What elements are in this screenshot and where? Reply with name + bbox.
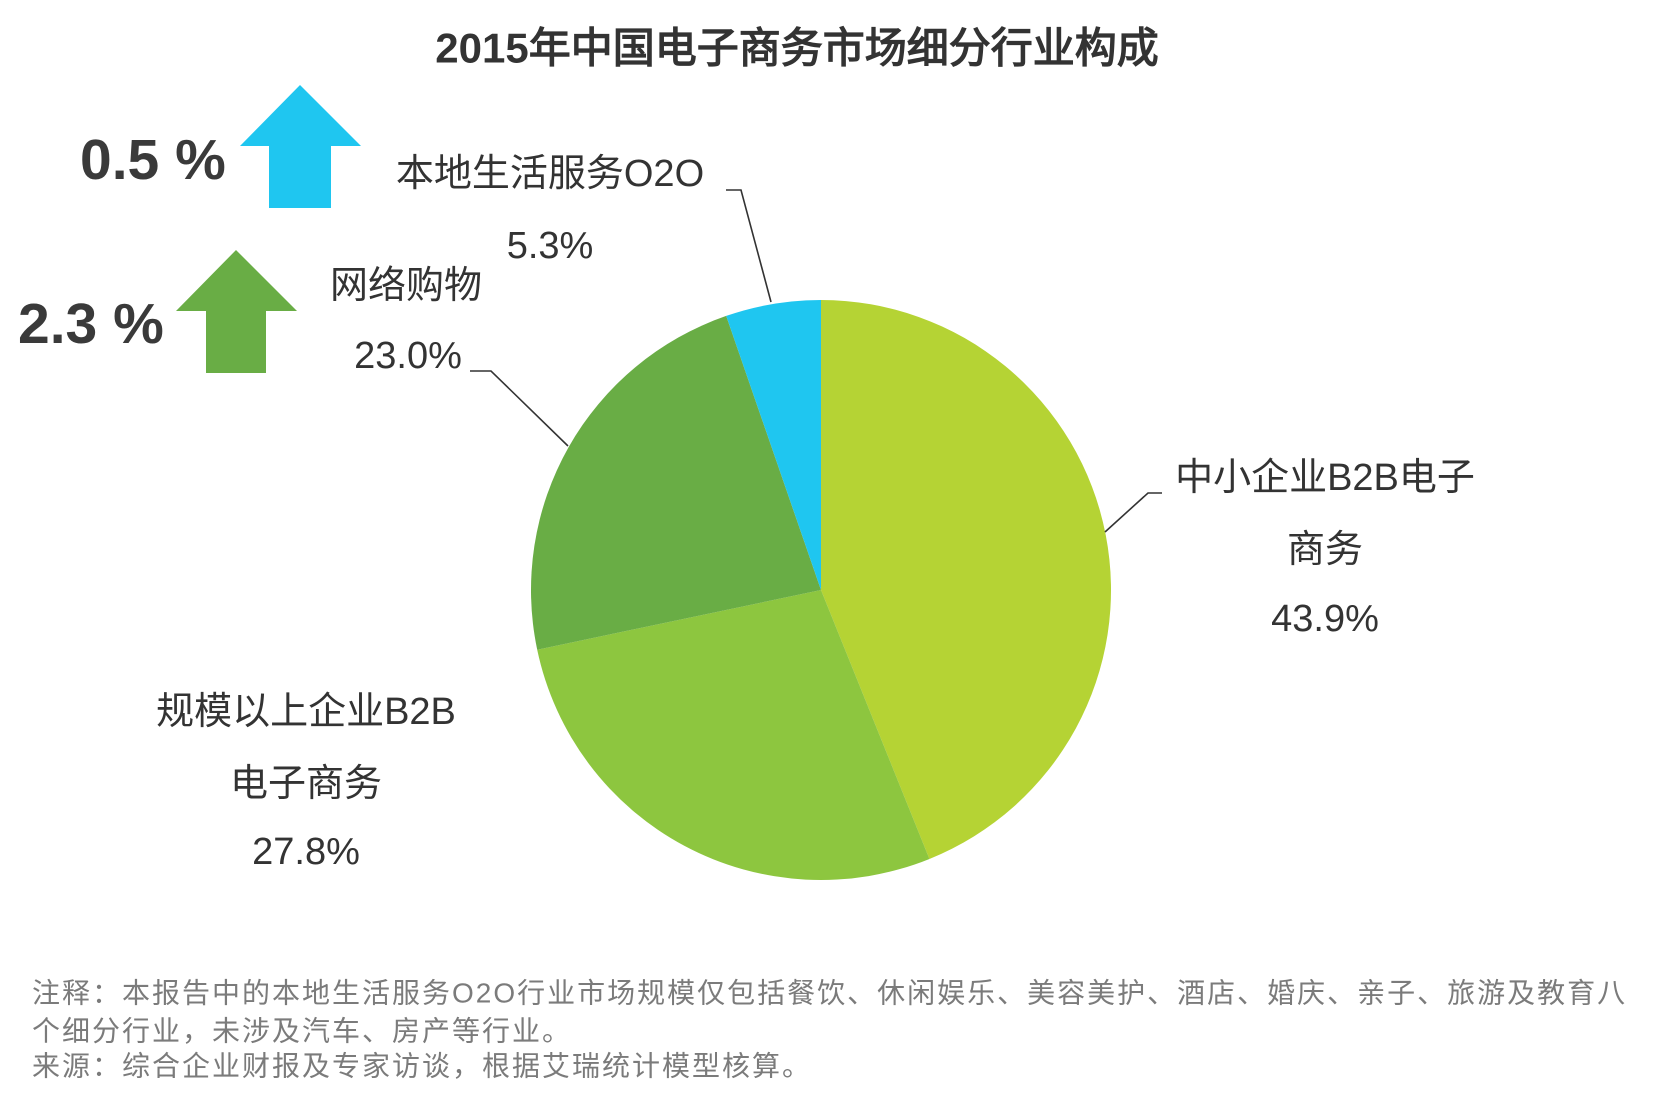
slice-label-local-life-o2o: 本地生活服务O2O 5.3% xyxy=(396,153,704,267)
pie-chart xyxy=(530,300,1112,881)
slice-label-online-shopping: 网络购物 23.0% xyxy=(330,265,482,377)
slice-value-label: 23.0% xyxy=(354,335,462,377)
slice-value-label: 43.9% xyxy=(1271,598,1379,640)
growth-value-label: 2.3 % xyxy=(18,292,164,356)
growth-value-label: 0.5 % xyxy=(80,128,226,192)
pie-slice-local-life-o2o xyxy=(726,300,821,590)
slice-label-line: 规模以上企业B2B xyxy=(156,691,456,733)
slice-value-label: 27.8% xyxy=(252,831,360,873)
up-arrow-icon xyxy=(240,85,361,208)
pie-slice-large-enterprise-b2b xyxy=(537,590,930,881)
slice-label-line: 电子商务 xyxy=(230,763,382,805)
pie-slice-sme-b2b xyxy=(821,300,1112,859)
slice-value-label: 5.3% xyxy=(507,225,594,267)
growth-indicator-o2o: 0.5 % xyxy=(80,85,361,208)
pie-slice-online-shopping xyxy=(530,315,821,650)
up-arrow-icon xyxy=(176,250,297,373)
note-line: 个细分行业，未涉及汽车、房产等行业。 xyxy=(32,1016,572,1047)
slice-label-line: 本地生活服务O2O xyxy=(396,153,704,195)
growth-indicator-online-shopping: 2.3 % xyxy=(18,250,297,373)
leader-line-sme-b2b xyxy=(1104,492,1162,533)
slice-label-line: 网络购物 xyxy=(330,265,482,307)
footnotes: 注释：本报告中的本地生活服务O2O行业市场规模仅包括餐饮、休闲娱乐、美容美护、酒… xyxy=(32,978,1627,1082)
chart-title: 2015年中国电子商务市场细分行业构成 xyxy=(435,25,1158,72)
slice-label-line: 商务 xyxy=(1287,529,1363,571)
leader-line-online-shopping xyxy=(470,370,569,447)
leader-line-local-life-o2o xyxy=(726,189,772,303)
note-line: 注释：本报告中的本地生活服务O2O行业市场规模仅包括餐饮、休闲娱乐、美容美护、酒… xyxy=(32,978,1627,1009)
source-line: 来源：综合企业财报及专家访谈，根据艾瑞统计模型核算。 xyxy=(32,1051,812,1082)
slice-label-sme-b2b: 中小企业B2B电子 商务 43.9% xyxy=(1175,457,1475,640)
slice-label-large-enterprise-b2b: 规模以上企业B2B 电子商务 27.8% xyxy=(156,691,456,873)
slice-label-line: 中小企业B2B电子 xyxy=(1175,457,1475,499)
